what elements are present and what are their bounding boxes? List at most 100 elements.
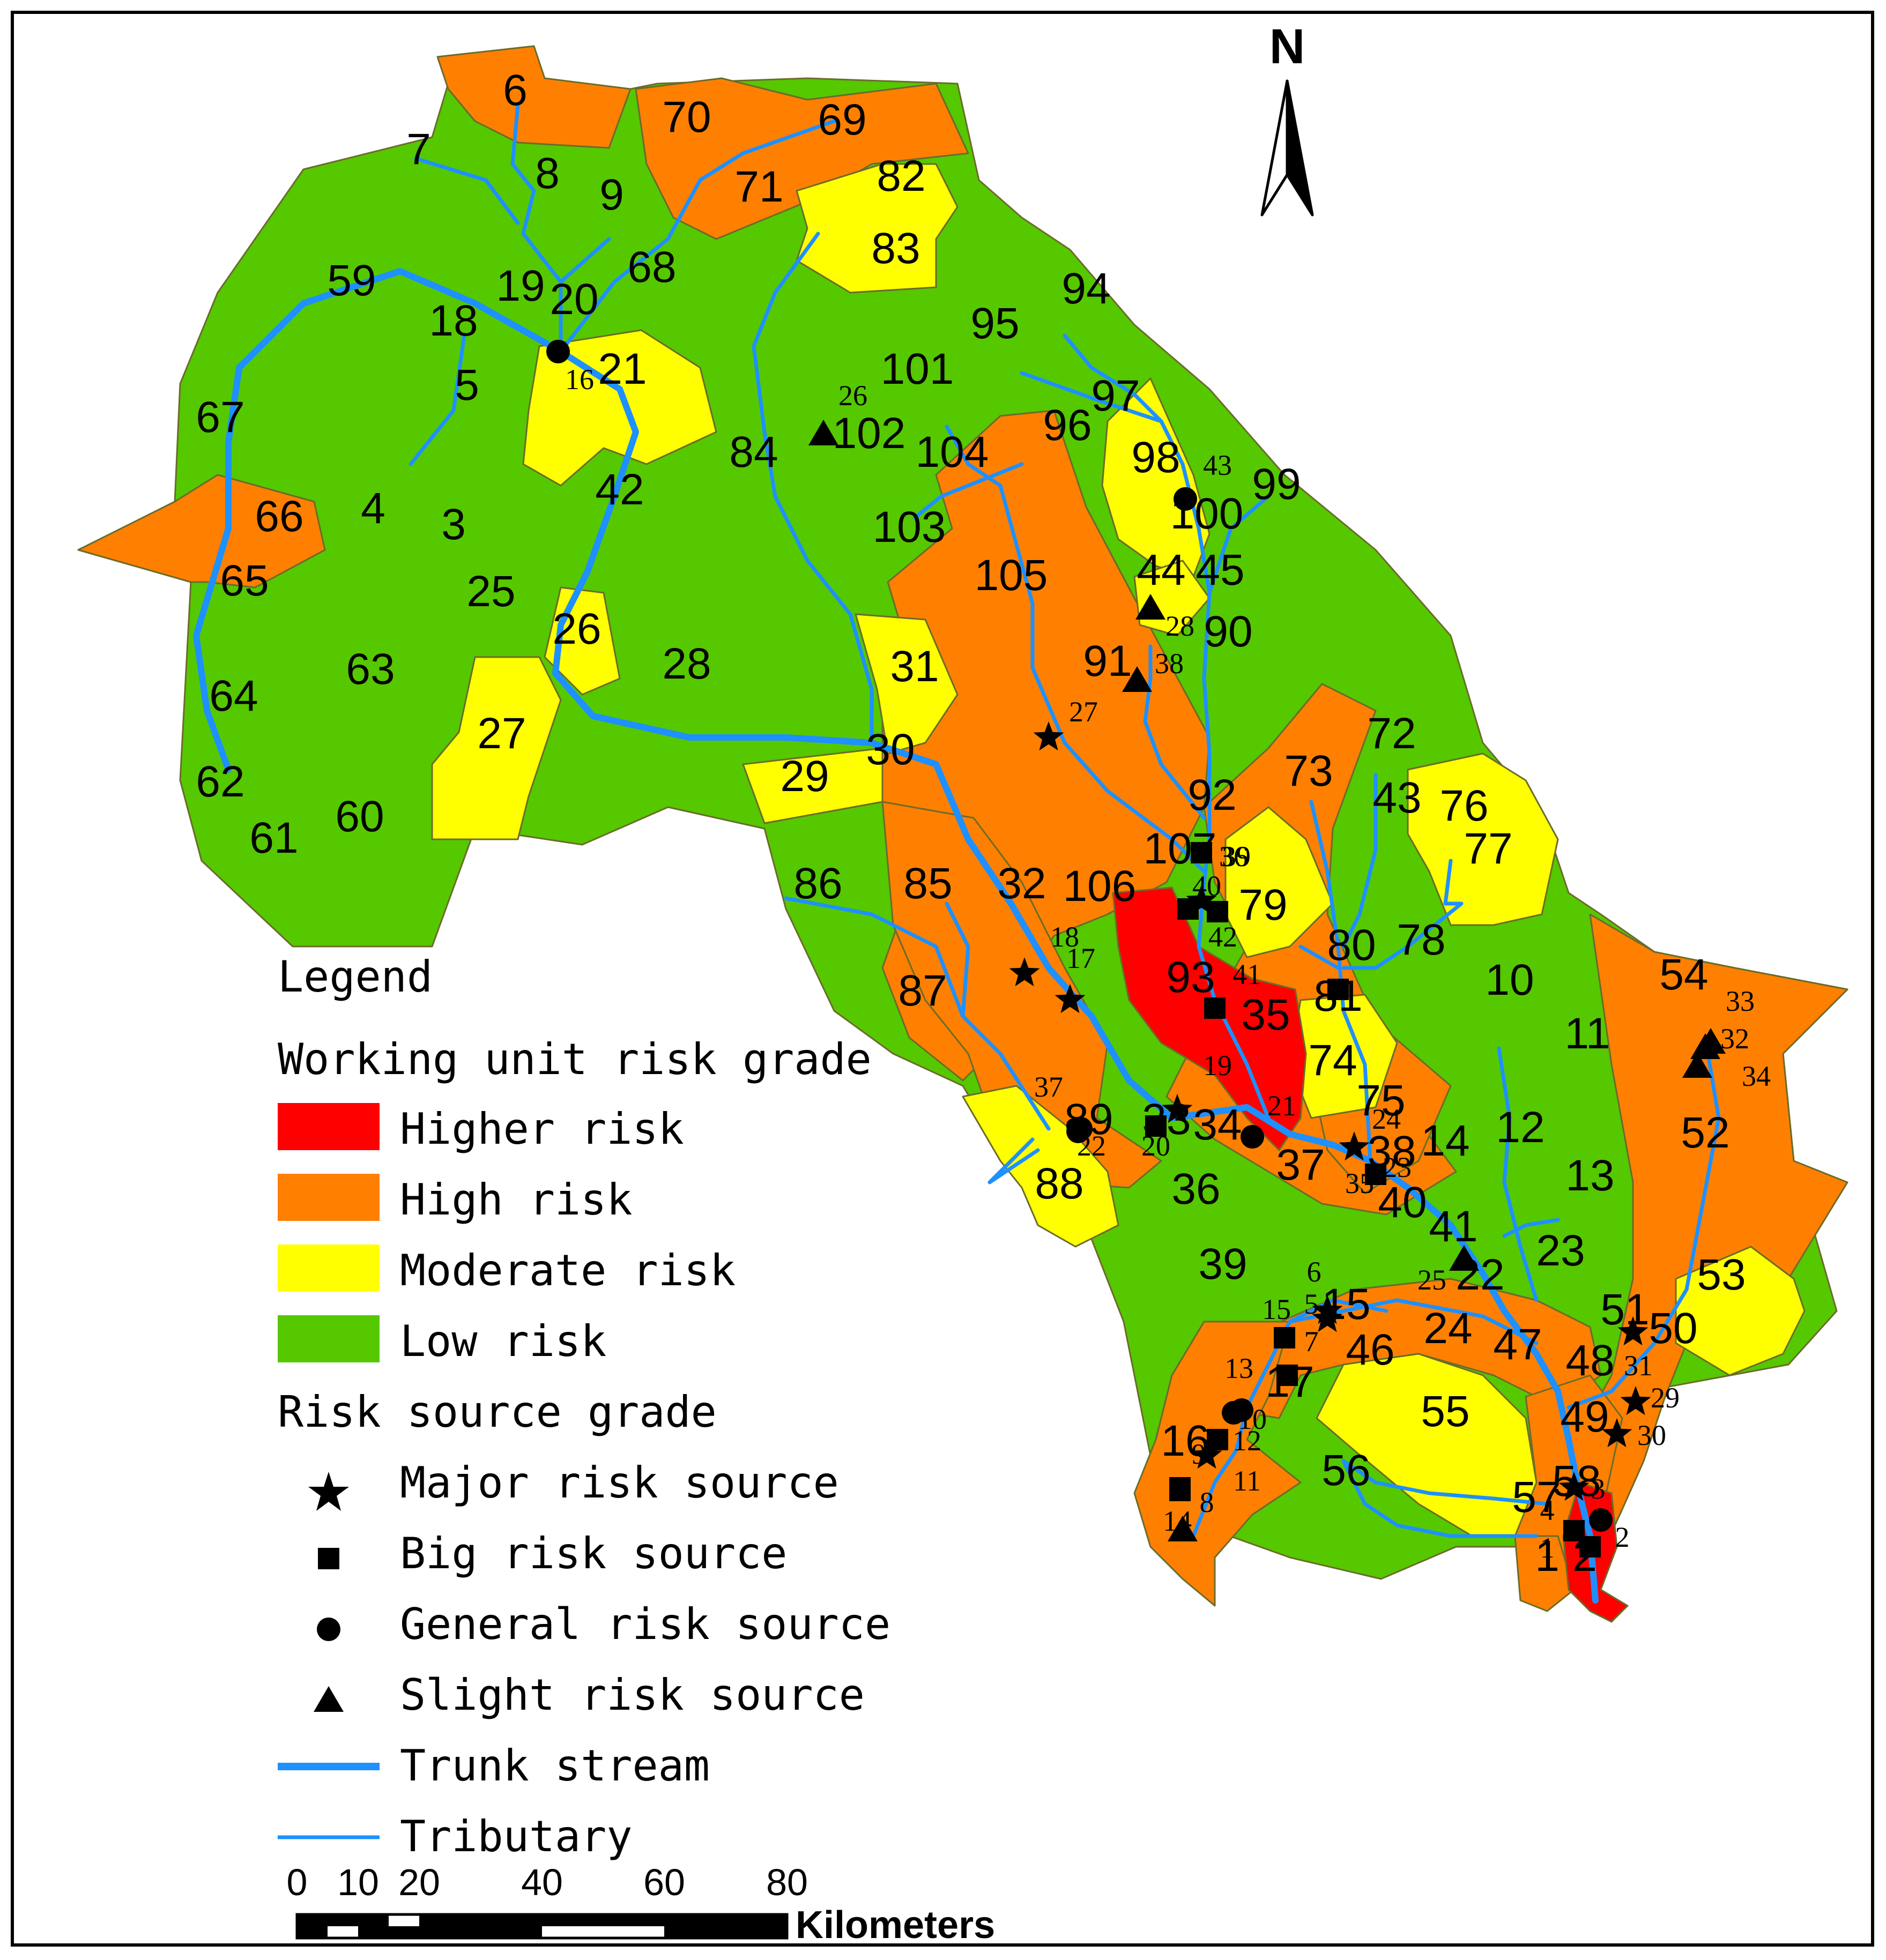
tributary — [1341, 773, 1378, 949]
risk-source-label: 38 — [1155, 647, 1184, 680]
big-risk-source-square-icon — [1177, 898, 1199, 920]
legend-source-label: Major risk source — [400, 1458, 839, 1508]
unit-label: 80 — [1327, 921, 1376, 970]
unit-label: 10 — [1485, 956, 1534, 1004]
scale-bar: 0 10 20 40 60 80 Kilometers — [287, 1861, 996, 1947]
unit-label: 9 — [599, 170, 624, 219]
major-risk-source-star-icon — [1186, 885, 1217, 914]
unit-label: 53 — [1697, 1250, 1746, 1299]
unit-label: 54 — [1659, 950, 1708, 999]
risk-source-label: 24 — [1372, 1103, 1401, 1135]
tributary — [1298, 944, 1340, 970]
unit-label: 18 — [429, 296, 478, 345]
region-mod-27 — [431, 656, 562, 840]
risk-source-label: 35 — [1345, 1167, 1374, 1199]
region-mod-29 — [742, 747, 883, 824]
major-risk-source-star-icon — [1009, 957, 1040, 987]
region-mod-82 — [796, 163, 959, 294]
unit-label: 99 — [1252, 460, 1301, 509]
unit-label: 43 — [1372, 773, 1421, 822]
scale-segment — [542, 1914, 664, 1926]
major-risk-source-star-icon — [1601, 1418, 1632, 1448]
tributary — [1566, 1052, 1721, 1410]
tributary — [912, 462, 1024, 520]
unit-label: 62 — [196, 757, 244, 806]
scale-tick-label: 40 — [521, 1861, 563, 1903]
unit-label: 32 — [997, 859, 1046, 908]
big-risk-source-square-icon — [1204, 997, 1226, 1019]
slight-risk-source-triangle-icon — [1135, 594, 1165, 620]
risk-source-label: 18 — [1050, 921, 1079, 953]
unit-label: 11 — [1564, 1009, 1610, 1058]
tributary — [559, 119, 836, 354]
unit-label: 65 — [220, 556, 269, 605]
risk-source-label: 4 — [1540, 1494, 1555, 1526]
unit-label: 64 — [209, 672, 258, 720]
general-risk-source-circle-icon — [1174, 487, 1197, 511]
region-mod-79 — [1224, 806, 1334, 958]
unit-label: 72 — [1367, 709, 1416, 758]
legend-source-label: General risk source — [400, 1599, 890, 1649]
unit-label: 88 — [1035, 1159, 1083, 1208]
unit-label: 21 — [598, 345, 647, 393]
risk-source-label: 7 — [1304, 1325, 1319, 1358]
unit-label: 79 — [1238, 881, 1287, 929]
north-arrow-icon — [1260, 79, 1289, 217]
risk-source-label: 8 — [1200, 1486, 1214, 1518]
risk-source-label: 32 — [1720, 1023, 1749, 1055]
unit-label: 19 — [496, 262, 545, 310]
tributary — [1341, 859, 1464, 970]
major-risk-source-star-icon — [1162, 1094, 1193, 1123]
risk-source-label: 40 — [1192, 870, 1221, 902]
slight-risk-source-triangle-icon — [1168, 1516, 1198, 1541]
unit-label: 61 — [249, 814, 298, 862]
unit-label: 42 — [595, 465, 644, 514]
legend: Legend Working unit risk grade Higher ri… — [278, 952, 890, 1861]
risk-source-label: 14 — [1163, 1505, 1192, 1537]
major-risk-source-star-icon — [1620, 1386, 1651, 1415]
tributary — [1143, 644, 1206, 820]
tributary — [1341, 1459, 1539, 1538]
legend-stream-label: Trunk stream — [400, 1741, 710, 1791]
region-mod-53 — [1675, 1246, 1806, 1376]
risk-source-label: 20 — [1141, 1130, 1170, 1162]
unit-label: 3 — [441, 500, 466, 549]
risk-source-label: 41 — [1232, 958, 1261, 990]
risk-source-label: 5 — [1304, 1288, 1319, 1320]
scale-tick-label: 20 — [398, 1861, 440, 1903]
unit-label: 36 — [1171, 1165, 1220, 1213]
big-risk-source-square-icon — [1207, 901, 1228, 922]
scale-unit-label: Kilometers — [796, 1904, 995, 1947]
unit-label: 69 — [818, 95, 866, 144]
scale-tick-label: 0 — [287, 1861, 308, 1903]
unit-label: 85 — [903, 859, 952, 908]
scale-segment — [297, 1914, 328, 1938]
unit-label: 4 — [361, 484, 385, 533]
unit-label: 37 — [1276, 1141, 1325, 1189]
unit-label: 66 — [255, 492, 303, 541]
region-high-north-b — [635, 77, 969, 240]
tributary — [414, 156, 520, 225]
major-risk-source-star-icon — [1055, 984, 1086, 1013]
unit-label: 73 — [1284, 747, 1333, 795]
risk-source-label: 2 — [1615, 1521, 1630, 1553]
risk-source-label: 21 — [1267, 1090, 1296, 1122]
legend-source-heading: Risk source grade — [278, 1387, 717, 1437]
general-risk-source-circle-icon — [1066, 1120, 1090, 1143]
unit-label: 49 — [1560, 1392, 1609, 1441]
risk-map: 1234567891011121314151617181920212223242… — [77, 19, 1848, 1947]
unit-label: 68 — [627, 243, 676, 292]
major-risk-source-star-icon — [1191, 1440, 1222, 1469]
unit-label: 77 — [1464, 824, 1512, 873]
general-risk-source-circle-icon — [1589, 1508, 1613, 1532]
risk-source-label: 42 — [1208, 921, 1237, 953]
unit-label: 71 — [734, 162, 783, 211]
general-risk-source-circle-icon — [1230, 1398, 1253, 1422]
circle-icon — [317, 1618, 340, 1641]
unit-label: 12 — [1496, 1103, 1545, 1152]
tributary — [1180, 462, 1271, 1120]
unit-label: 34 — [1193, 1100, 1242, 1149]
scale-tick-label: 80 — [766, 1861, 808, 1903]
star-icon — [308, 1472, 349, 1511]
unit-label: 24 — [1423, 1304, 1472, 1353]
